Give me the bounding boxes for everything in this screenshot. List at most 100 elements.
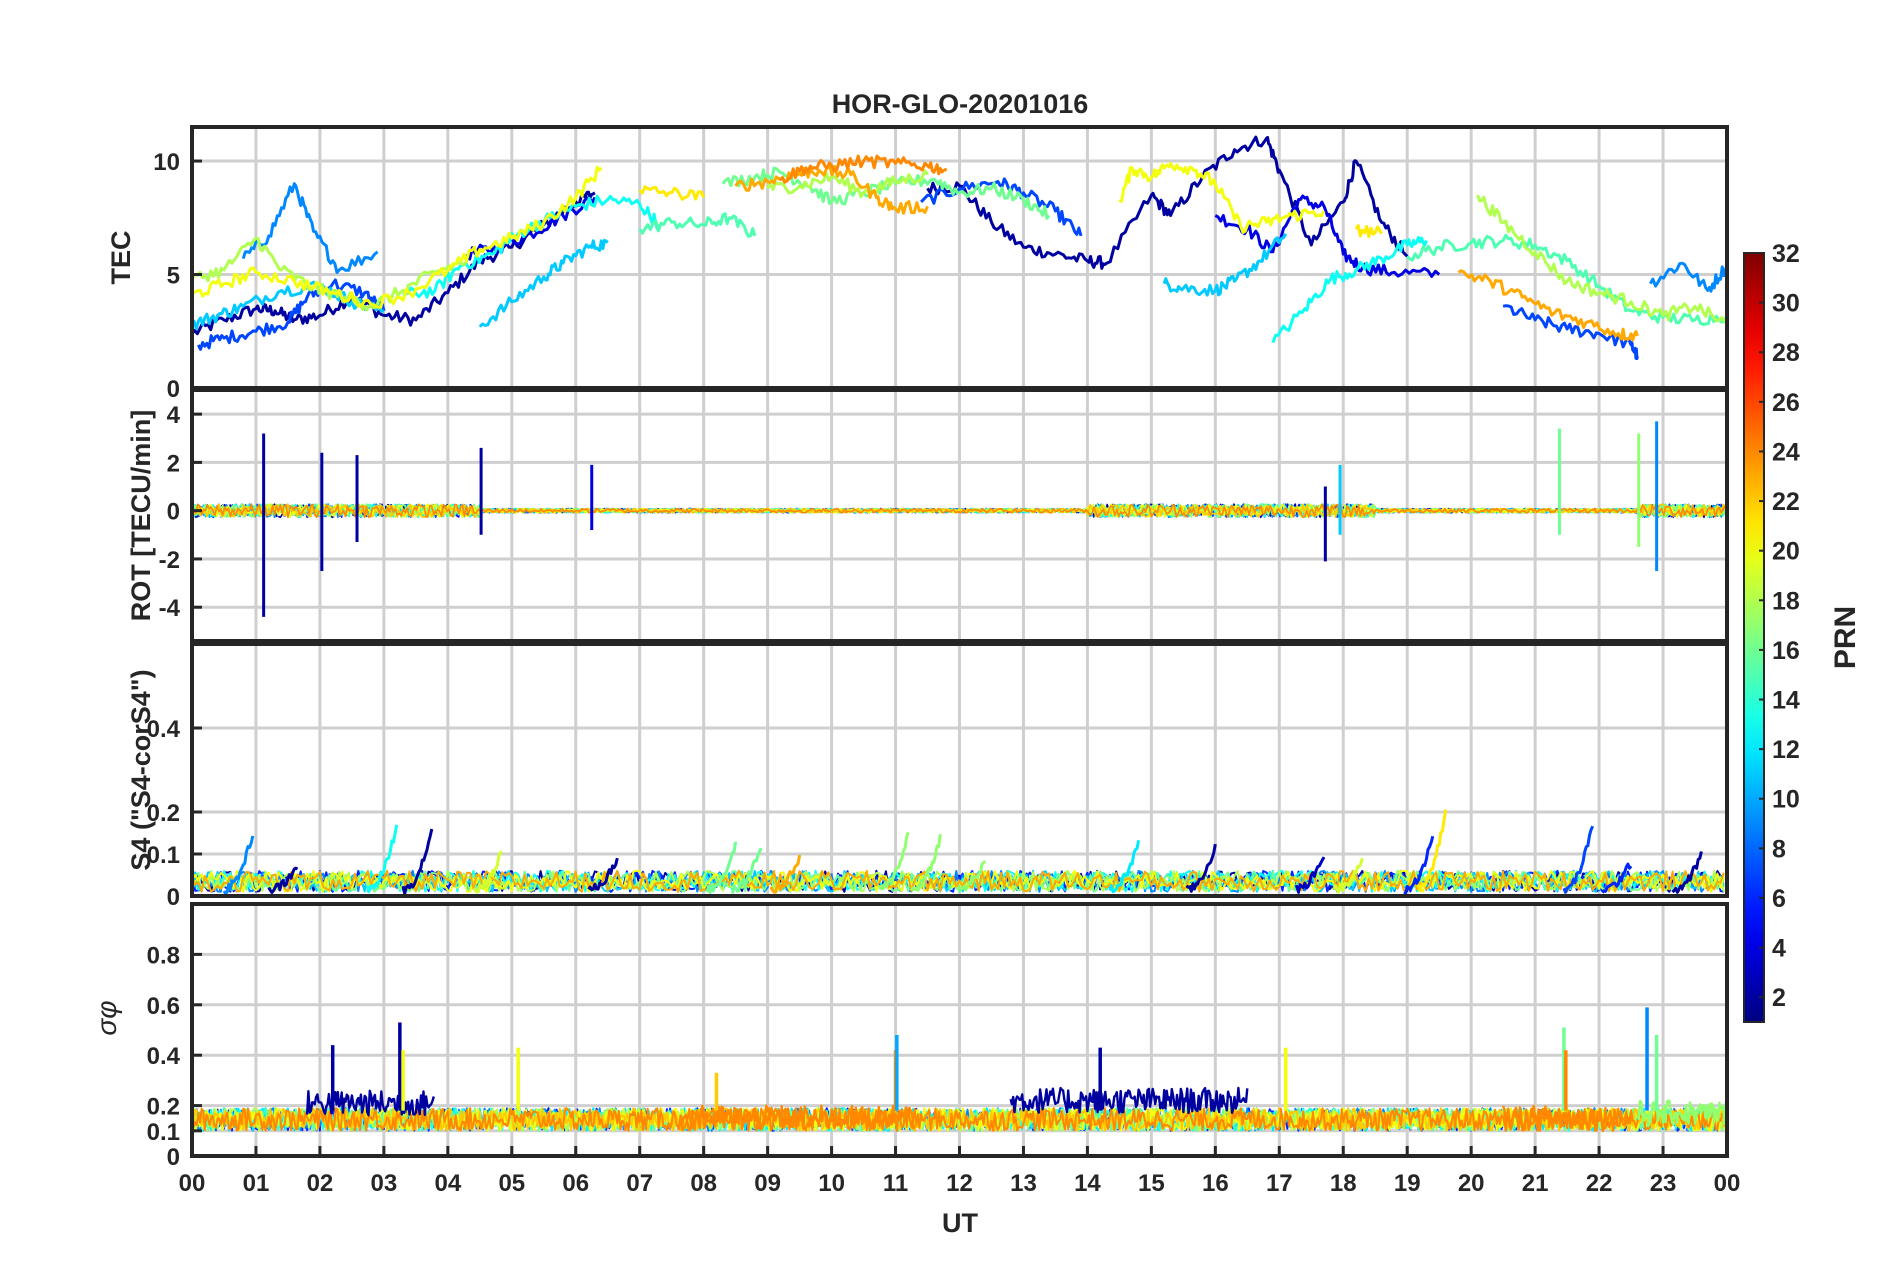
rot-ytick-label: -4 (159, 595, 181, 622)
xtick-label: 06 (562, 1170, 589, 1197)
s4-ytick-label: 0.2 (147, 800, 180, 827)
sigma-ylabel: σφ (91, 1000, 122, 1035)
colorbar-tick-label: 28 (1772, 339, 1800, 367)
colorbar-tick-label: 26 (1772, 389, 1800, 417)
s4-ytick-label: 0.4 (147, 716, 181, 743)
sigma-band-line (1501, 1104, 1633, 1133)
grid-layer (192, 127, 1727, 1158)
xtick-label: 22 (1586, 1170, 1613, 1197)
colorbar-gradient (1743, 252, 1765, 1023)
s4-peak-line (1185, 843, 1217, 893)
s4-ylabel: S4 ("S4-corS4") (126, 669, 156, 870)
s4-ytick-label: 0.1 (147, 842, 180, 869)
s4-peak-line (473, 850, 503, 894)
sigma-band-line (1009, 1086, 1249, 1115)
tec-series-line (766, 169, 929, 199)
sigma-band-line (305, 1089, 435, 1117)
xtick-label: 10 (818, 1170, 845, 1197)
s4-peak-line (1671, 851, 1703, 894)
s4-peak-line (1332, 857, 1364, 894)
colorbar-tick-label: 16 (1772, 637, 1800, 665)
s4-peak-line (1562, 825, 1595, 894)
sigma-band-line (1636, 1099, 1727, 1127)
colorbar-tick-label: 10 (1772, 786, 1800, 814)
sigma-ytick-label: 0.8 (147, 942, 180, 969)
tec-series-line (1457, 269, 1639, 342)
sigma-band-line (676, 1104, 916, 1132)
tec-series-line (1649, 261, 1727, 293)
xtick-label: 16 (1202, 1170, 1229, 1197)
sigma-ytick-label: 0.4 (147, 1043, 181, 1070)
tec-series-line (192, 190, 596, 336)
xtick-label: 19 (1394, 1170, 1421, 1197)
s4-peak-line (769, 854, 802, 894)
tec-series-line (192, 165, 603, 309)
colorbar-tick-label: 18 (1772, 587, 1800, 615)
rot-ylabel: ROT [TECU/min] (126, 410, 156, 621)
s4-peak-line (222, 835, 255, 896)
s4-peak-line (1108, 840, 1141, 894)
s4-peak-line (366, 824, 399, 894)
sigma-ytick-label: 0.2 (147, 1094, 180, 1121)
xtick-label: 04 (434, 1170, 461, 1197)
rot-series-line (192, 503, 1726, 519)
xtick-label: 21 (1522, 1170, 1549, 1197)
s4-ytick-label: 0 (167, 884, 180, 911)
sigma-series-group (192, 1007, 1727, 1133)
colorbar-tick-label: 2 (1772, 984, 1786, 1012)
tec-ytick-label: 5 (167, 263, 180, 290)
rot-ytick-label: 2 (167, 450, 180, 477)
xtick-label: 23 (1650, 1170, 1677, 1197)
tec-series-line (1271, 236, 1428, 344)
xtick-label: 05 (498, 1170, 525, 1197)
xtick-label: 08 (690, 1170, 717, 1197)
tec-series-line (1502, 304, 1639, 361)
xtick-label: 01 (243, 1170, 270, 1197)
s4-peak-line (730, 847, 763, 894)
s4-peak-line (401, 828, 434, 896)
colorbar-tick-label: 12 (1772, 736, 1800, 764)
xtick-label: 03 (371, 1170, 398, 1197)
colorbar-tick-label: 8 (1772, 835, 1786, 863)
tec-series-line (926, 135, 1409, 270)
tec-ytick-label: 0 (167, 376, 180, 403)
s4-series-line (192, 869, 1725, 893)
sigma-ytick-label: 0 (167, 1144, 180, 1171)
s4-peak-line (267, 866, 299, 894)
tec-series-line (1214, 194, 1441, 278)
tec-ytick-label: 10 (153, 149, 180, 176)
sigma-ytick-label: 0.6 (147, 993, 180, 1020)
colorbar-tick-label: 20 (1772, 538, 1800, 566)
s4-peak-line (705, 841, 738, 895)
data-layer (192, 135, 1727, 1133)
xtick-label: 14 (1074, 1170, 1101, 1197)
s4-peak-line (1601, 862, 1633, 894)
tec-series-group (192, 135, 1727, 361)
xtick-label: 15 (1138, 1170, 1165, 1197)
rot-ytick-label: 0 (167, 499, 180, 526)
tec-series-line (1476, 194, 1727, 326)
s4-peak-line (1416, 809, 1448, 893)
xtick-label: 20 (1458, 1170, 1485, 1197)
tec-ylabel: TEC (106, 231, 136, 285)
colorbar-tick-label: 30 (1772, 290, 1800, 318)
s4-series-group (192, 809, 1725, 896)
tec-series-line (402, 194, 661, 299)
colorbar-tick-label: 6 (1772, 885, 1786, 913)
colorbar-label: PRN (1829, 606, 1862, 669)
xtick-label: 11 (883, 1170, 908, 1197)
tec-series-line (478, 238, 609, 328)
xtick-label: 18 (1330, 1170, 1357, 1197)
xtick-label: 17 (1266, 1170, 1293, 1197)
chart-title: HOR-GLO-20201016 (832, 89, 1089, 119)
s4-peak-line (1403, 835, 1435, 895)
s4-peak-line (910, 834, 942, 892)
tec-series-line (192, 236, 469, 312)
xtick-label: 12 (946, 1170, 973, 1197)
tec-series-line (465, 196, 597, 261)
xtick-label: 13 (1010, 1170, 1037, 1197)
s4-axes-frame (190, 642, 1729, 898)
